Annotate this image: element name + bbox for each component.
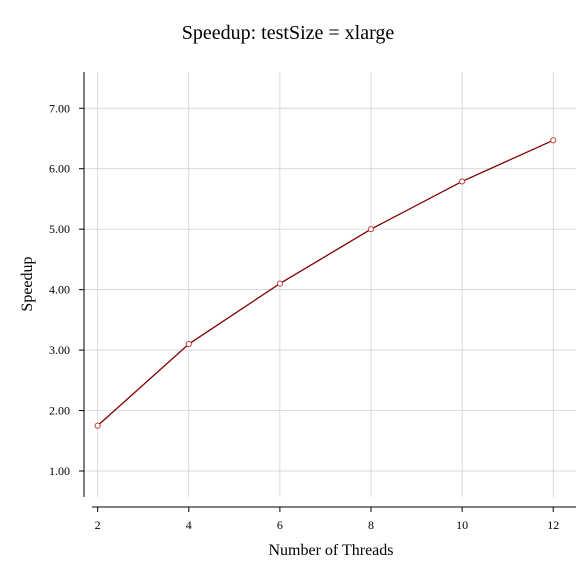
data-point bbox=[550, 137, 557, 144]
chart-title: Speedup: testSize = xlarge bbox=[182, 22, 395, 44]
x-tick-label: 12 bbox=[547, 518, 559, 532]
y-tick-label: 1.00 bbox=[49, 464, 70, 478]
axes bbox=[83, 72, 576, 508]
series-line bbox=[97, 139, 554, 427]
data-point bbox=[276, 280, 283, 287]
y-tick-label: 7.00 bbox=[49, 101, 70, 115]
tick-labels: 1.00 2.00 3.00 4.00 5.00 6.00 7.00 2 4 6 8 10 12 bbox=[49, 101, 559, 532]
y-tick-label: 2.00 bbox=[49, 404, 70, 418]
data-point bbox=[94, 422, 101, 429]
y-tick-label: 5.00 bbox=[49, 222, 70, 236]
y-tick-label: 4.00 bbox=[49, 283, 70, 297]
grid bbox=[84, 72, 576, 497]
x-tick-label: 8 bbox=[368, 518, 374, 532]
y-axis-label: Speedup bbox=[19, 256, 36, 311]
x-tick-label: 2 bbox=[95, 518, 101, 532]
data-point bbox=[185, 340, 192, 348]
data-point bbox=[367, 226, 375, 233]
y-tick-label: 6.00 bbox=[49, 162, 70, 176]
x-tick-label: 10 bbox=[456, 518, 468, 532]
x-axis-label: Number of Threads bbox=[269, 542, 394, 559]
data-point bbox=[459, 178, 466, 185]
x-tick-label: 6 bbox=[277, 518, 283, 532]
series bbox=[94, 137, 557, 429]
y-tick-label: 3.00 bbox=[49, 343, 70, 357]
x-tick-label: 4 bbox=[186, 518, 192, 532]
